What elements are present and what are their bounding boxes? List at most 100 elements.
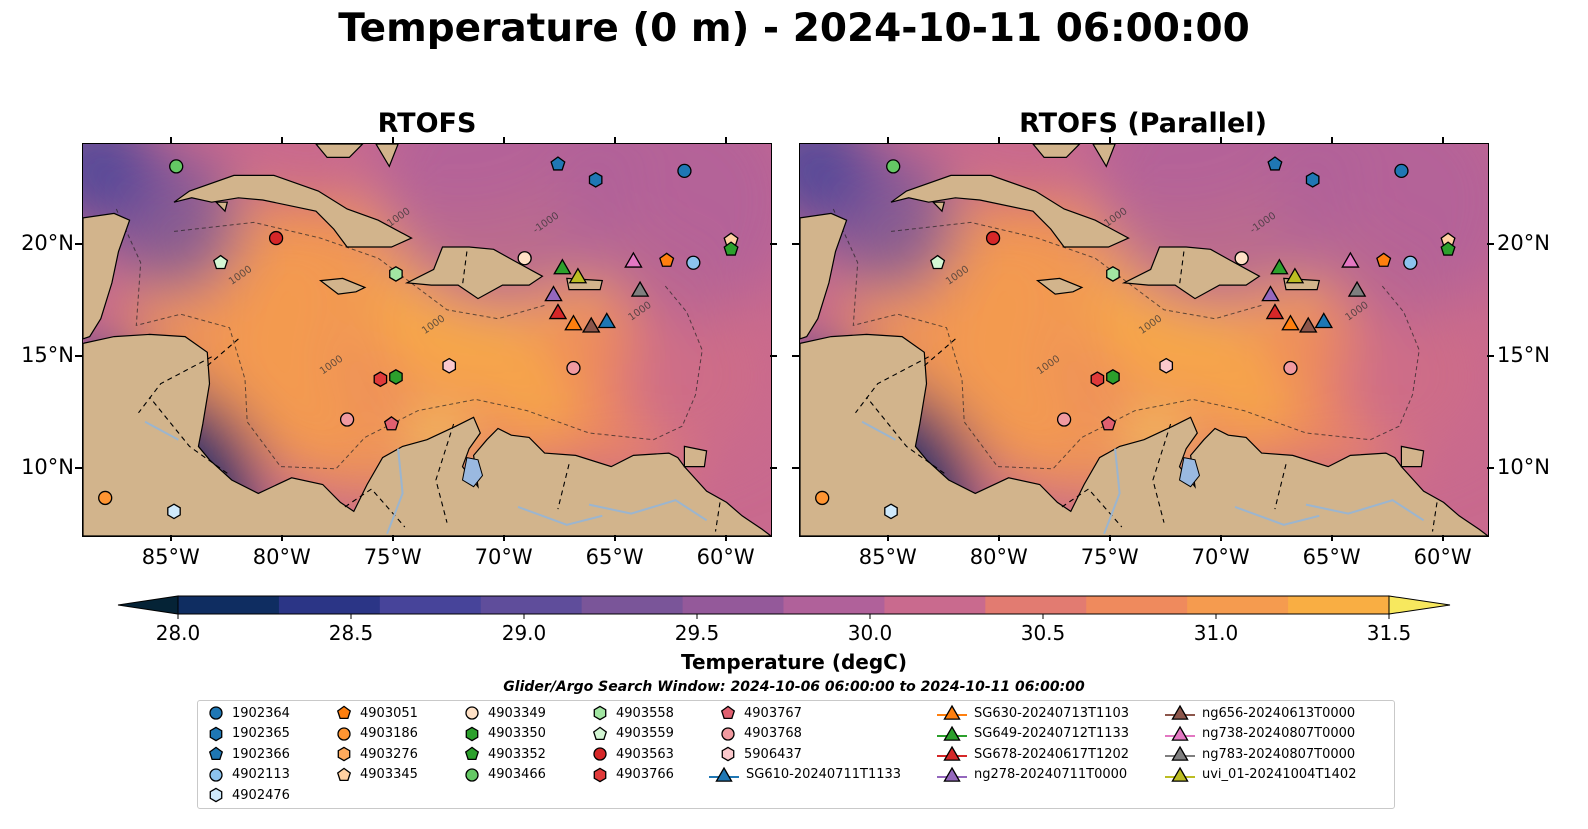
observation-marker bbox=[1314, 312, 1334, 329]
observation-marker bbox=[1285, 267, 1305, 284]
legend-item: 4903559 bbox=[590, 724, 674, 744]
temperature-patch bbox=[1341, 299, 1488, 460]
legend-label: 4903345 bbox=[360, 767, 418, 783]
latitude-tick-label-right: 15°N bbox=[1497, 342, 1550, 367]
temperature-patch bbox=[254, 374, 355, 474]
legend-label: 4903349 bbox=[488, 705, 546, 721]
landmass bbox=[318, 277, 367, 295]
axis-tick bbox=[770, 354, 777, 357]
legend-marker bbox=[209, 788, 223, 803]
legend-marker-icon bbox=[592, 726, 608, 740]
legend-marker-icon bbox=[720, 705, 736, 719]
legend-label: SG630-20240713T1103 bbox=[974, 705, 1130, 721]
temperature-patch bbox=[1214, 361, 1295, 442]
longitude-tick-label: 65°W bbox=[1302, 545, 1361, 569]
legend-marker bbox=[593, 705, 607, 721]
axis-tick bbox=[391, 137, 394, 143]
river bbox=[1305, 499, 1425, 522]
axis-tick bbox=[613, 137, 616, 143]
legend-label: ng738-20240807T0000 bbox=[1202, 726, 1356, 742]
legend-marker-icon bbox=[1165, 725, 1195, 741]
landmass bbox=[83, 333, 771, 536]
legend-marker bbox=[209, 726, 223, 741]
observation-marker bbox=[442, 357, 457, 374]
legend-marker bbox=[943, 704, 961, 720]
legend-marker-icon bbox=[721, 746, 735, 762]
legend-label: uvi_01-20241004T1402 bbox=[1202, 767, 1357, 783]
landmass bbox=[890, 174, 1130, 248]
longitude-tick-label: 75°W bbox=[1080, 545, 1139, 569]
axis-tick bbox=[613, 535, 616, 541]
legend-item: 4903186 bbox=[334, 724, 418, 744]
observation-marker bbox=[339, 412, 355, 427]
isobath-contour bbox=[890, 221, 1262, 320]
legend-marker-icon bbox=[336, 767, 352, 781]
colorbar-segment bbox=[1187, 596, 1289, 614]
legend-marker bbox=[1171, 745, 1189, 761]
country-border bbox=[1274, 464, 1287, 510]
legend-marker-icon bbox=[593, 705, 607, 721]
observation-marker bbox=[884, 503, 898, 520]
legend-marker-icon bbox=[709, 766, 739, 782]
observation-marker bbox=[581, 316, 601, 333]
legend-marker bbox=[208, 746, 224, 761]
legend-marker bbox=[943, 725, 961, 741]
landmass bbox=[800, 333, 1488, 536]
legend-marker-icon bbox=[209, 726, 223, 741]
landmass bbox=[931, 201, 946, 213]
legend-marker bbox=[1171, 725, 1189, 741]
legend-marker bbox=[465, 768, 479, 782]
latitude-tick-label-right: 20°N bbox=[1497, 230, 1550, 255]
legend-marker-icon bbox=[465, 726, 479, 741]
axis-tick bbox=[502, 535, 505, 541]
colorbar-segment bbox=[884, 596, 986, 614]
legend-item: 1902366 bbox=[206, 744, 290, 764]
observation-marker bbox=[1394, 163, 1409, 179]
axis-tick bbox=[792, 242, 799, 245]
landmass bbox=[214, 201, 229, 213]
legend-item: SG610-20240711T1133 bbox=[708, 765, 901, 785]
colorbar-tick-label: 28.0 bbox=[155, 621, 201, 645]
legend-item: 1902364 bbox=[206, 703, 290, 723]
axis-tick bbox=[1487, 242, 1494, 245]
legend-label: 1902365 bbox=[232, 726, 290, 742]
legend-label: 1902364 bbox=[232, 705, 290, 721]
legend-item: ng656-20240613T0000 bbox=[1164, 703, 1355, 723]
colorbar-segment bbox=[783, 596, 886, 614]
colorbar-tick-label: 28.5 bbox=[328, 621, 374, 645]
axis-tick bbox=[1219, 535, 1222, 541]
river bbox=[1234, 505, 1320, 526]
colorbar-segment bbox=[178, 596, 280, 614]
landmass bbox=[1121, 246, 1261, 300]
colorbar-segment bbox=[1288, 596, 1390, 614]
axis-tick bbox=[724, 535, 727, 541]
axis-tick bbox=[792, 354, 799, 357]
observation-marker bbox=[815, 490, 830, 506]
legend-marker-icon bbox=[209, 768, 223, 782]
temperature-patch bbox=[1279, 144, 1488, 320]
country-border bbox=[557, 464, 570, 510]
axis-tick bbox=[75, 242, 82, 245]
legend-item: 4903345 bbox=[334, 765, 418, 785]
legend-label: 4903466 bbox=[488, 767, 546, 783]
legend-marker bbox=[720, 705, 736, 719]
legend-label: SG610-20240711T1133 bbox=[746, 767, 902, 783]
observation-marker bbox=[1281, 314, 1300, 331]
longitude-tick-label: 65°W bbox=[585, 545, 644, 569]
legend-marker-icon bbox=[1165, 766, 1195, 782]
colorbar-frame bbox=[177, 595, 1390, 615]
longitude-tick-label: 80°W bbox=[969, 545, 1028, 569]
legend-marker bbox=[336, 705, 352, 719]
legend-label: 4903766 bbox=[616, 767, 674, 783]
landmass bbox=[1035, 277, 1084, 295]
legend-item: 4903466 bbox=[462, 765, 546, 785]
country-border bbox=[435, 423, 455, 523]
legend-item: 4903768 bbox=[718, 724, 802, 744]
legend-item: 4903349 bbox=[462, 703, 546, 723]
legend-label: 4903051 bbox=[360, 705, 418, 721]
latitude-tick-label-left: 15°N bbox=[21, 342, 74, 367]
legend-label: 4902113 bbox=[232, 767, 290, 783]
axis-tick bbox=[792, 466, 799, 469]
